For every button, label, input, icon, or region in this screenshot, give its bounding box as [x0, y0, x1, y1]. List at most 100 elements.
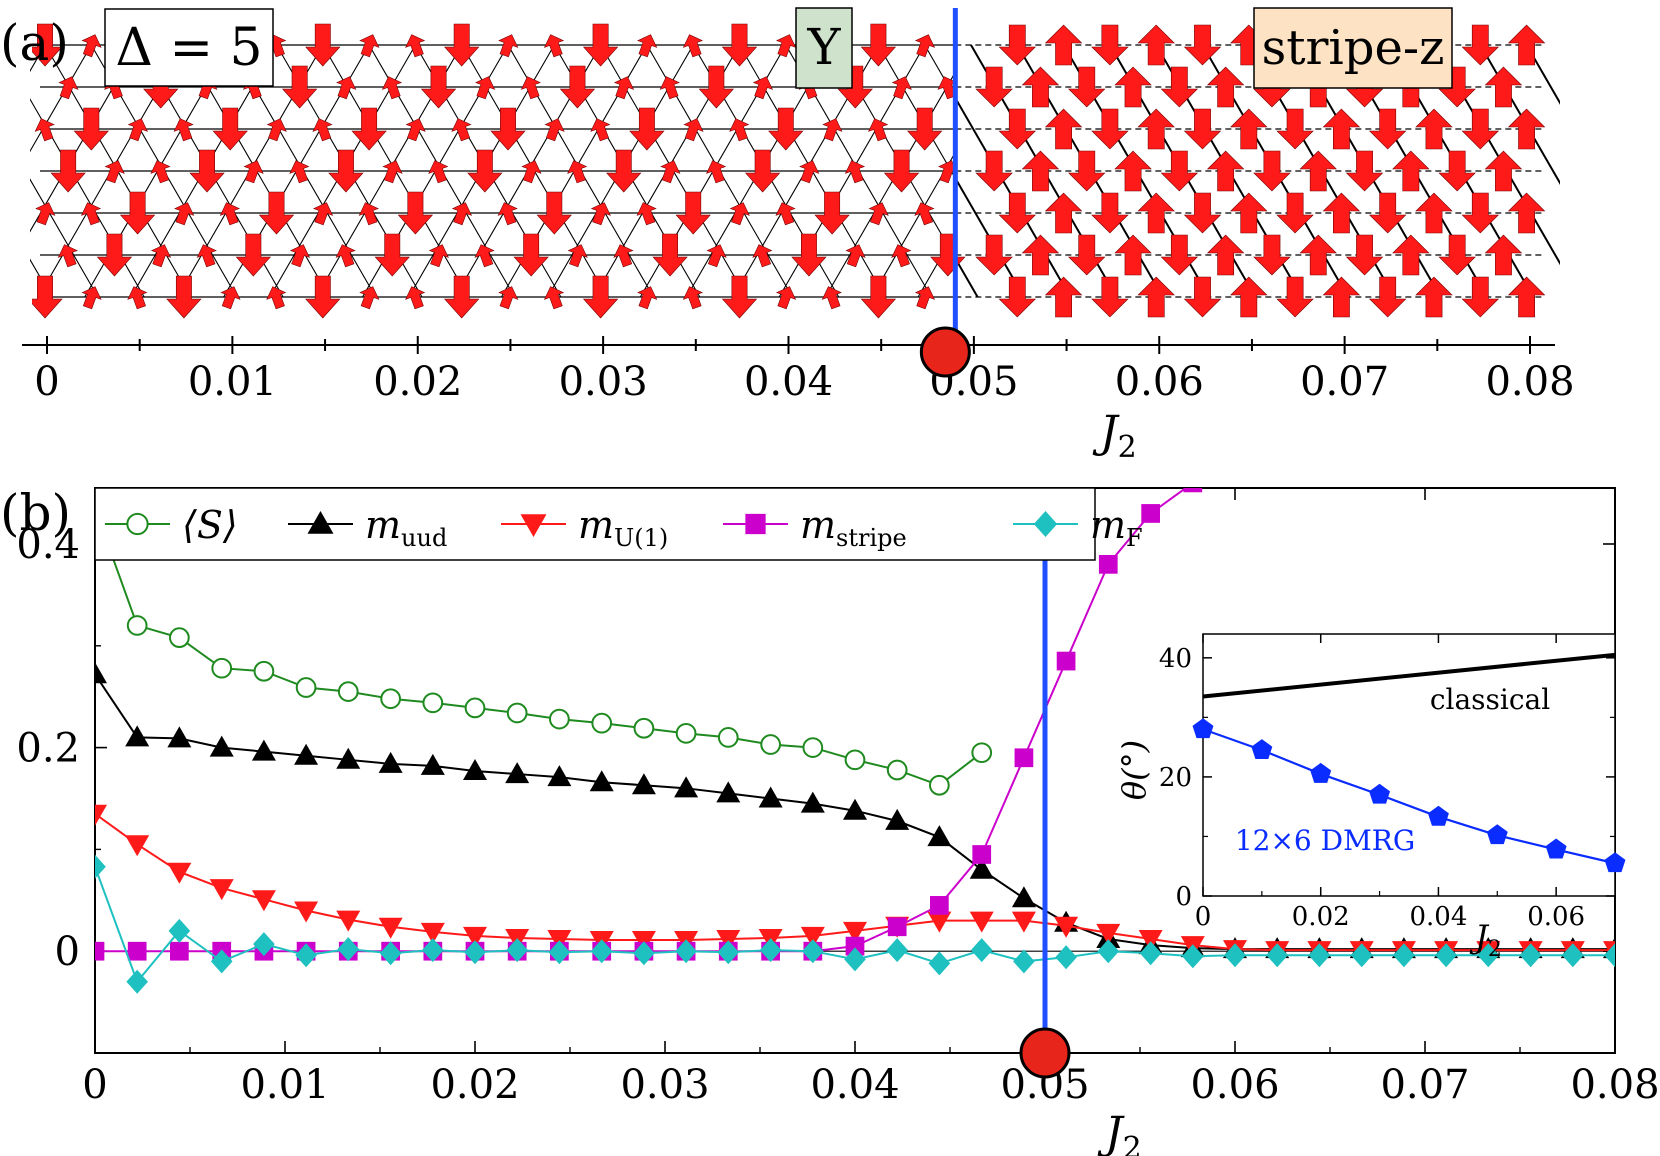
data-point	[126, 615, 148, 636]
legend-label: mU(1)	[578, 503, 668, 552]
lattice-bond	[1527, 45, 1660, 297]
spin-arrow	[1299, 150, 1337, 192]
y-tick-label: 0.2	[16, 726, 80, 772]
spin-arrow	[58, 76, 79, 100]
spin-arrow	[1276, 192, 1314, 234]
legend-label: mstripe	[800, 503, 907, 552]
x-tick-label: 0.03	[620, 1062, 709, 1108]
series-m-f	[95, 854, 1615, 994]
spin-arrow	[382, 160, 403, 184]
tick-label: 0.07	[1300, 359, 1389, 405]
data-point	[506, 938, 528, 963]
spin-arrow	[1044, 24, 1083, 66]
data-point	[1352, 458, 1371, 477]
spin-arrow	[497, 202, 518, 226]
x-tick-label: 0.02	[430, 1062, 519, 1108]
spin-arrow	[405, 118, 426, 142]
spin-arrow	[1068, 150, 1106, 192]
spin-arrow	[73, 107, 109, 151]
data-point	[1097, 939, 1120, 964]
data-point	[170, 941, 189, 961]
data-point	[1477, 943, 1500, 968]
spin-arrow	[359, 286, 380, 310]
spin-arrow	[1415, 108, 1453, 150]
spin-arrow	[729, 118, 750, 142]
series--s-	[95, 498, 993, 796]
spin-arrow	[821, 286, 842, 310]
series-group	[95, 458, 1615, 994]
data-point	[336, 910, 361, 932]
spin-arrow	[1253, 150, 1291, 192]
data-point	[1435, 943, 1457, 968]
spin-arrow	[883, 149, 920, 193]
data-point	[210, 949, 233, 974]
spin-arrow	[1137, 276, 1175, 318]
spin-arrow	[498, 286, 519, 310]
spin-arrow	[1299, 234, 1337, 276]
spin-arrow	[636, 202, 657, 226]
spin-arrow	[1021, 66, 1060, 108]
inset-data-point	[1369, 783, 1391, 804]
spin-arrow	[1438, 66, 1476, 108]
data-point	[1395, 458, 1414, 477]
spin-arrow	[1044, 108, 1083, 150]
legend-label: muud	[365, 503, 447, 552]
spin-arrow	[1091, 276, 1129, 318]
spin-arrow	[150, 244, 172, 268]
data-point	[125, 725, 150, 747]
spin-arrow	[1507, 24, 1546, 66]
spin-arrow	[1461, 192, 1500, 234]
spin-arrow	[173, 118, 194, 142]
data-point	[547, 765, 572, 787]
spin-arrow	[998, 192, 1037, 234]
spin-arrow	[1160, 150, 1199, 192]
x-tick-label: 0.06	[1190, 1062, 1279, 1108]
data-point	[1268, 460, 1287, 479]
data-point	[95, 854, 106, 879]
legend-marker	[745, 513, 766, 535]
x-tick-label: 0.01	[240, 1062, 329, 1108]
spin-arrow	[1044, 276, 1083, 318]
phase-axis: 0 0.01 0.02 0.03 0.04 0.05 0.06 0.07 0.08	[22, 336, 1575, 405]
tick-label: 0.02	[373, 359, 462, 405]
spin-arrow	[729, 202, 750, 226]
critical-point-marker	[1019, 1027, 1071, 1079]
delta-label-box: Δ = 5	[104, 8, 274, 87]
tick-label: 0.01	[188, 359, 277, 405]
data-point	[420, 753, 445, 775]
data-point	[886, 759, 908, 781]
spin-arrow	[1137, 24, 1175, 66]
spin-arrow	[1206, 234, 1245, 276]
data-point	[422, 692, 444, 714]
inset-x-tick-label: 0.02	[1292, 902, 1350, 932]
transition-marker-b	[1019, 535, 1071, 1079]
data-point	[1055, 945, 1077, 970]
spin-arrow	[775, 34, 797, 58]
spin-arrow	[235, 233, 272, 277]
panel-b-xlabel: J2	[1097, 1108, 1142, 1156]
spin-arrow	[1114, 234, 1152, 276]
data-point	[422, 938, 444, 963]
spin-arrow	[1068, 234, 1106, 276]
spin-arrow	[582, 23, 619, 67]
spin-arrow	[220, 286, 241, 310]
spin-arrow	[305, 275, 341, 319]
data-point	[1138, 929, 1163, 951]
spin-arrow	[1507, 108, 1546, 150]
spin-arrow	[814, 191, 850, 235]
data-point	[928, 951, 951, 976]
spin-arrow	[822, 118, 843, 142]
spin-arrow	[444, 275, 480, 319]
spin-arrow	[312, 202, 334, 226]
spin-arrow	[1438, 150, 1476, 192]
spin-arrow	[428, 160, 449, 184]
spin-arrow	[937, 76, 958, 100]
data-point	[1350, 943, 1373, 968]
tick-label: 0.03	[559, 359, 648, 405]
spin-arrow	[721, 23, 758, 67]
legend-label: ⟨S⟩	[182, 503, 238, 547]
spin-arrow	[1230, 192, 1268, 234]
panel-a-label: (a)	[0, 14, 69, 72]
spin-arrow	[266, 286, 287, 310]
spin-arrow	[1415, 276, 1453, 318]
